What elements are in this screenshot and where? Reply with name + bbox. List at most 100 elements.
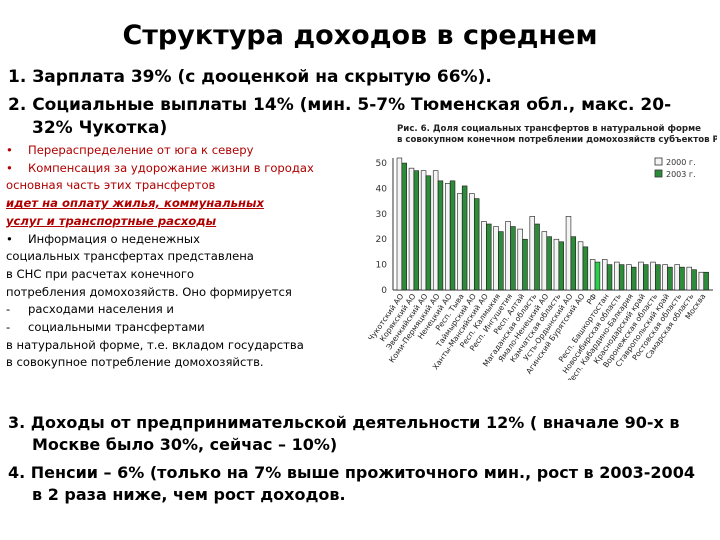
dash-mark: -	[6, 302, 11, 317]
bar-2003	[630, 266, 637, 291]
text-line: в совокупное потребление домохозяйств.	[6, 355, 264, 370]
legend-swatch-2003	[654, 169, 663, 178]
item-social-payments: 2. Социальные выплаты 14% (мин. 5-7% Тюм…	[8, 94, 713, 140]
bar-2000	[445, 183, 451, 291]
text-line-emphasis: услуг и транспортные расходы	[6, 213, 217, 228]
y-tick-label: 10	[376, 261, 388, 271]
bar-2003	[703, 271, 709, 291]
dash-text: расходами населения и	[28, 302, 174, 317]
bar-2003	[401, 162, 407, 291]
bar-2003	[498, 231, 504, 291]
bar-2000	[602, 259, 608, 291]
bar-2000	[626, 264, 632, 291]
bullet-icon: •	[6, 231, 13, 246]
bar-2000	[577, 241, 584, 291]
item-business-income: 3. Доходы от предпринимательской деятель…	[8, 412, 713, 456]
bar-2003	[594, 261, 601, 291]
bar-2000	[396, 157, 403, 291]
bar-2003	[558, 241, 564, 291]
bar-2003	[425, 175, 432, 291]
dash-item-transfers: - социальными трансфертами	[6, 319, 366, 337]
item-social-line1: 2. Социальные выплаты 14% (мин. 5-7% Тюм…	[8, 95, 672, 115]
bar-2003	[655, 264, 661, 291]
bar-2000	[650, 261, 656, 291]
bar-2003	[691, 269, 697, 291]
y-tick-label: 30	[376, 210, 388, 220]
left-text-block: • Перераспределение от юга к северу • Комп…	[6, 142, 366, 372]
bar-2000	[505, 221, 511, 291]
item-pensions-line2: в 2 раза ниже, чем рост доходов.	[32, 485, 346, 504]
item-pensions-line1: 4. Пенсии – 6% (только на 7% выше прожит…	[8, 463, 695, 482]
item-salary: 1. Зарплата 39% (с дооценкой на скрытую …	[8, 67, 492, 87]
bar-2003	[413, 170, 420, 291]
bar-2000	[686, 266, 692, 291]
bar-2003	[510, 226, 516, 291]
text-line: в натуральной форме, т.е. вкладом госуда…	[6, 337, 304, 352]
text-line: основная часть этих трансфертов	[6, 178, 216, 193]
bar-2003	[643, 264, 649, 291]
bar-2003	[486, 223, 492, 291]
dash-item-expenses: - расходами населения и	[6, 301, 366, 319]
bar-2003	[534, 223, 540, 291]
bullet-text: Перераспределение от юга к северу	[28, 143, 254, 157]
bar-2003	[522, 238, 528, 291]
bar-2003	[473, 198, 480, 291]
bullet-redistribution: • Перераспределение от юга к северу	[6, 142, 366, 160]
bar-2000	[432, 170, 439, 291]
bar-2000	[469, 193, 475, 291]
bar-2000	[589, 259, 596, 291]
bullet-text: Информация о неденежных	[28, 231, 200, 246]
bar-2000	[638, 261, 644, 291]
bullet-compensation: • Компенсация за удорожание жизни в город…	[6, 160, 366, 178]
slide-title: Структура доходов в среднем	[122, 20, 598, 51]
dash-mark: -	[6, 320, 11, 335]
bullet-icon: •	[6, 143, 13, 157]
bar-2000	[493, 226, 499, 291]
chart-title: Рис. 6. Доля социальных трансфертов в на…	[397, 124, 701, 134]
bar-2003	[679, 266, 685, 291]
bullet-icon: •	[6, 160, 13, 175]
bar-2003	[546, 236, 552, 291]
y-tick-label: 0	[381, 286, 387, 296]
item-pensions: 4. Пенсии – 6% (только на 7% выше прожит…	[8, 462, 713, 506]
legend-label-2003: 2003 г.	[666, 170, 696, 179]
bar-2003	[667, 266, 673, 291]
bar-2000	[517, 228, 523, 291]
text-line-emphasis: идет на оплату жилья, коммунальных	[6, 196, 264, 211]
bar-2000	[457, 193, 463, 291]
bullet-information: • Информация о неденежных	[6, 231, 366, 249]
bar-2000	[698, 271, 705, 291]
dash-text: социальными трансфертами	[28, 320, 205, 335]
bar-2000	[662, 264, 668, 291]
bar-2000	[541, 231, 548, 291]
item-social-line2: 32% Чукотка)	[32, 118, 168, 138]
bar-2003	[570, 236, 577, 291]
legend-swatch-2000	[654, 157, 663, 166]
y-tick-label: 50	[376, 159, 388, 169]
chart-title: в совокупном конечном потреблении домохо…	[397, 134, 717, 145]
bar-2003	[582, 246, 589, 291]
bar-2000	[408, 167, 415, 291]
item-business-line2: Москве было 30%, сейчас – 10%)	[32, 435, 338, 454]
y-tick-label: 20	[376, 235, 388, 245]
bullet-text: Компенсация за удорожание жизни в города…	[28, 160, 314, 175]
bar-2000	[529, 216, 535, 291]
social-transfers-chart: Рис. 6. Доля социальных трансфертов в на…	[366, 124, 717, 380]
bar-2003	[606, 264, 613, 291]
y-tick-label: 40	[376, 184, 388, 194]
text-line: потребления домохозяйств. Оно формируетс…	[6, 284, 292, 299]
bar-2000	[565, 216, 572, 291]
legend-label-2000: 2000 г.	[666, 158, 696, 167]
item-business-line1: 3. Доходы от предпринимательской деятель…	[8, 413, 680, 432]
bar-2000	[420, 170, 427, 291]
bar-2003	[449, 180, 456, 291]
bar-2000	[614, 261, 620, 291]
bar-2000	[674, 264, 680, 291]
text-line: социальных трансфертах представлена	[6, 249, 254, 264]
text-line: в СНС при расчетах конечного	[6, 266, 195, 281]
bar-2000	[553, 238, 560, 291]
bar-2003	[437, 180, 444, 291]
bar-2003	[618, 264, 625, 291]
bar-2003	[461, 185, 468, 291]
bar-2000	[481, 221, 487, 291]
